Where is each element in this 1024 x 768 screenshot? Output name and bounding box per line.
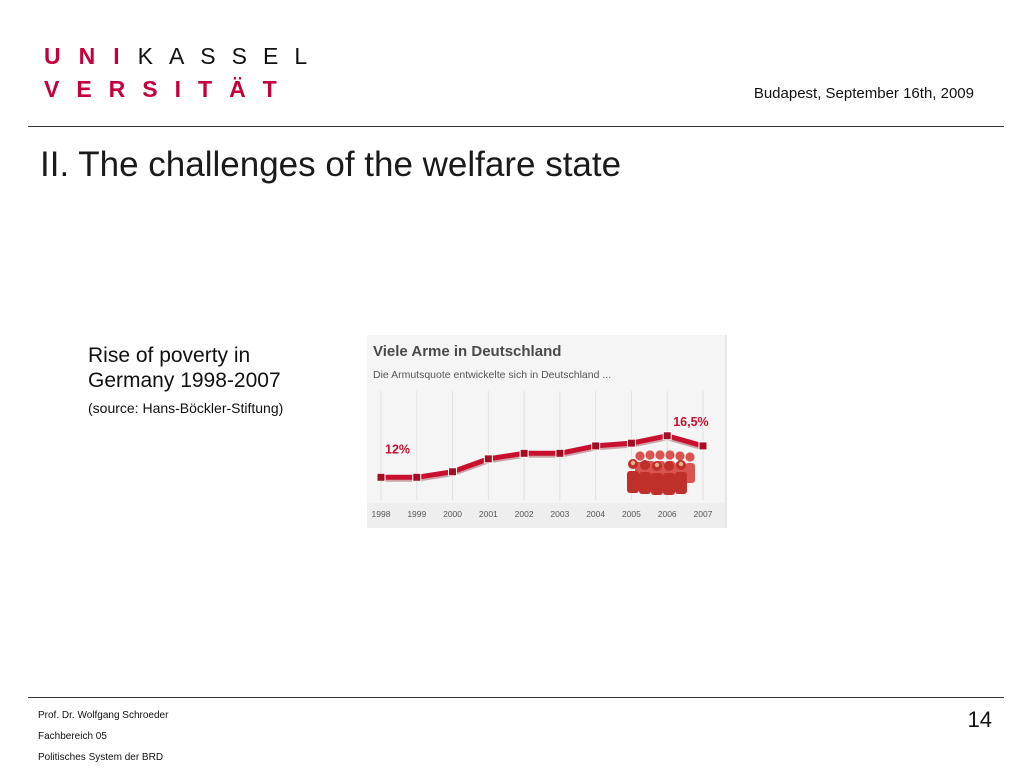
data-point	[412, 472, 422, 482]
people-group-icon	[627, 450, 695, 495]
data-point	[448, 467, 458, 477]
footer-author: Prof. Dr. Wolfgang Schroeder	[38, 710, 169, 721]
x-tick-label: 2000	[443, 509, 462, 519]
chart-canvas: 12% 16,5% 1998 1999 2000 2001 2002 2003 2004 200…	[367, 391, 725, 528]
logo-kassel: KASSEL	[137, 43, 324, 69]
x-tick-label: 2006	[658, 509, 677, 519]
data-label: 12%	[385, 442, 410, 456]
logo-uni: UNI	[44, 43, 138, 69]
data-point	[519, 448, 529, 458]
chart-title: Viele Arme in Deutschland	[373, 343, 562, 360]
logo-versitat: VERSITÄT	[44, 76, 294, 102]
x-tick-label: 1999	[407, 509, 426, 519]
data-point	[483, 454, 493, 464]
footer-department: Fachbereich 05	[38, 731, 107, 742]
footer-divider	[28, 697, 1004, 698]
x-tick-label: 2004	[586, 509, 605, 519]
header-date: Budapest, September 16th, 2009	[753, 85, 974, 102]
data-point	[698, 441, 708, 451]
data-point	[591, 441, 601, 451]
data-point	[626, 438, 636, 448]
footer-info: Prof. Dr. Wolfgang Schroeder Fachbereich…	[38, 705, 168, 768]
series-line	[378, 433, 706, 480]
data-point	[555, 448, 565, 458]
header-divider	[28, 126, 1004, 127]
x-tick-label: 1998	[372, 509, 391, 519]
x-tick-label: 2005	[622, 509, 641, 519]
x-tick-label: 2003	[550, 509, 569, 519]
caption-source: (source: Hans-Böckler-Stiftung)	[88, 400, 284, 416]
x-tick-label: 2007	[694, 509, 713, 519]
poverty-chart: 12% 16,5% 1998 1999 2000 2001 2002 2003 2004 200…	[367, 335, 727, 528]
slide-title: II. The challenges of the welfare state	[40, 145, 622, 184]
figure-caption: Rise of poverty in Germany 1998-2007 (so…	[88, 343, 318, 418]
chart-subtitle: Die Armutsquote entwickelte sich in Deut…	[373, 369, 612, 381]
footer-course: Politisches System der BRD	[38, 752, 164, 763]
x-axis-band	[367, 503, 725, 528]
x-tick-label: 2002	[515, 509, 534, 519]
data-point	[376, 472, 386, 482]
data-point	[662, 431, 672, 441]
x-tick-label: 2001	[479, 509, 498, 519]
page-number: 14	[967, 707, 992, 732]
university-logo: UNIKASSEL VERSITÄT	[44, 44, 344, 104]
caption-text: Rise of poverty in Germany 1998-2007	[88, 344, 281, 392]
data-label: 16,5%	[673, 415, 708, 429]
